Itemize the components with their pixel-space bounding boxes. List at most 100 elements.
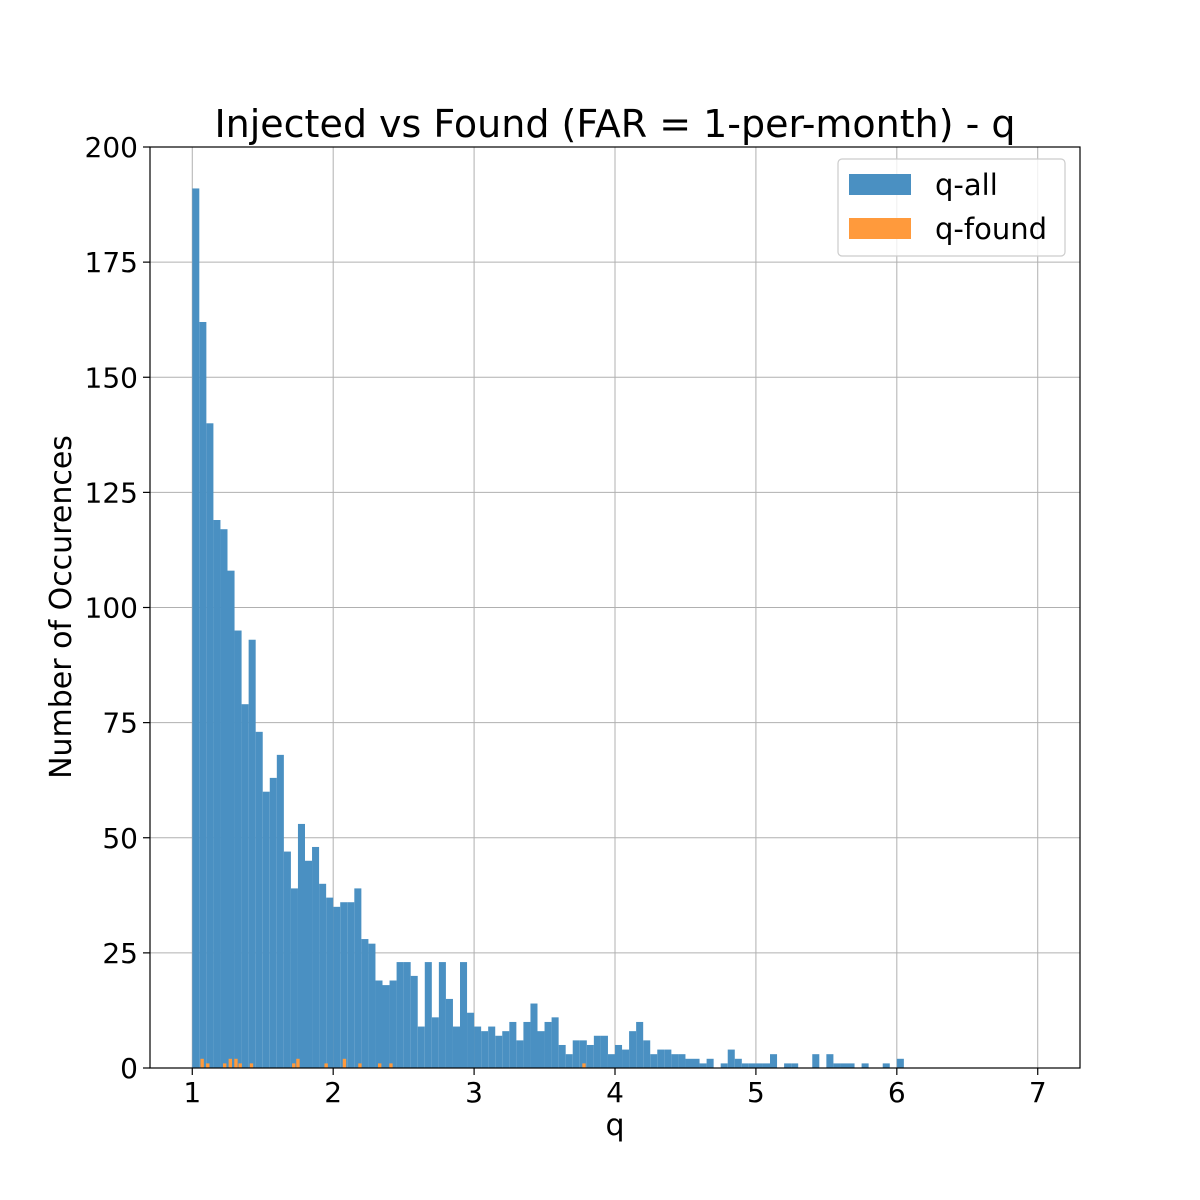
bar-q-all xyxy=(269,777,277,1068)
bar-q-all xyxy=(474,1026,482,1068)
bar-q-all xyxy=(833,1063,841,1068)
bar-q-all xyxy=(643,1040,651,1068)
bar-q-all xyxy=(741,1063,749,1068)
bar-q-all xyxy=(770,1054,778,1068)
bar-q-all xyxy=(241,704,249,1068)
bar-q-all xyxy=(431,1017,439,1068)
bar-q-all xyxy=(685,1058,693,1068)
bar-q-all xyxy=(896,1058,904,1068)
bar-q-all xyxy=(502,1031,510,1068)
bar-q-all xyxy=(481,1031,489,1068)
bar-q-all xyxy=(572,1040,580,1068)
y-tick-label: 50 xyxy=(102,822,138,855)
bar-q-all xyxy=(276,754,284,1068)
bar-q-all xyxy=(537,1031,545,1068)
bar-q-all xyxy=(424,962,432,1068)
bar-q-all xyxy=(678,1054,686,1068)
bar-q-all xyxy=(227,570,235,1068)
bar-q-all xyxy=(262,791,270,1068)
bar-q-all xyxy=(389,980,397,1068)
y-tick-label: 150 xyxy=(85,361,138,394)
x-tick-label: 4 xyxy=(606,1076,624,1109)
bar-q-all xyxy=(255,731,263,1068)
bar-q-all xyxy=(671,1054,679,1068)
bar-q-all xyxy=(600,1035,608,1068)
bar-q-found xyxy=(377,1063,382,1068)
legend: q-all q-found xyxy=(837,158,1066,257)
bar-q-all xyxy=(283,851,291,1068)
bar-q-found xyxy=(228,1058,233,1068)
x-tick-label: 7 xyxy=(1029,1076,1047,1109)
bar-q-all xyxy=(297,823,305,1068)
x-tick-label: 3 xyxy=(465,1076,483,1109)
x-tick-label: 6 xyxy=(888,1076,906,1109)
bar-q-all xyxy=(460,962,468,1068)
bar-q-all xyxy=(650,1054,658,1068)
bar-q-all xyxy=(382,985,390,1068)
bar-q-all xyxy=(410,975,418,1068)
bar-q-all xyxy=(699,1063,707,1068)
bar-q-all xyxy=(636,1021,644,1068)
bar-q-all xyxy=(417,1026,425,1068)
bar-q-all xyxy=(192,188,200,1068)
bar-q-all xyxy=(396,962,404,1068)
bar-q-all xyxy=(784,1063,792,1068)
x-axis-label: q xyxy=(605,1108,624,1143)
bar-q-all xyxy=(248,639,256,1068)
legend-swatch-q-found xyxy=(849,218,911,239)
bar-q-all xyxy=(692,1058,700,1068)
bar-q-found xyxy=(358,1063,362,1068)
bar-q-all xyxy=(586,1044,594,1068)
bar-q-all xyxy=(629,1031,637,1068)
bar-q-all xyxy=(467,1012,475,1068)
bar-q-all xyxy=(657,1049,665,1068)
bar-q-all xyxy=(558,1044,566,1068)
bar-q-all xyxy=(234,630,242,1068)
bar-q-all xyxy=(347,902,355,1068)
bar-q-all xyxy=(551,1017,559,1068)
y-tick-label: 100 xyxy=(85,592,138,625)
bar-q-all xyxy=(368,943,376,1068)
bar-q-all xyxy=(755,1063,763,1068)
bar-q-all xyxy=(213,520,221,1068)
bar-q-all xyxy=(488,1026,496,1068)
bar-q-all xyxy=(579,1040,587,1068)
bar-q-all xyxy=(544,1021,552,1068)
bar-q-all xyxy=(847,1063,855,1068)
bar-q-all xyxy=(530,1003,538,1068)
bar-q-all xyxy=(607,1054,615,1068)
bar-q-all xyxy=(445,998,453,1068)
bar-q-all xyxy=(495,1035,503,1068)
bar-q-found xyxy=(222,1063,227,1068)
chart-title: Injected vs Found (FAR = 1-per-month) - … xyxy=(214,102,1015,146)
bar-q-all xyxy=(312,846,320,1068)
x-tick-label: 1 xyxy=(183,1076,201,1109)
legend-label-q-all: q-all xyxy=(935,168,998,202)
bar-q-found xyxy=(324,1063,328,1068)
bar-q-found xyxy=(296,1058,300,1068)
bar-q-all xyxy=(727,1049,735,1068)
x-tick-label: 5 xyxy=(747,1076,765,1109)
series-q-found-bars xyxy=(200,1058,586,1068)
bar-q-found xyxy=(292,1063,296,1068)
bar-q-all xyxy=(720,1063,728,1068)
bar-q-all xyxy=(206,423,214,1068)
series-q-all-bars xyxy=(192,188,904,1068)
y-axis-ticks: 0 25 50 75 100 125 150 175 200 xyxy=(85,131,150,1085)
bar-q-all xyxy=(762,1063,770,1068)
bar-q-all xyxy=(593,1035,601,1068)
bar-q-all xyxy=(861,1063,869,1068)
y-tick-label: 125 xyxy=(85,476,138,509)
bar-q-all xyxy=(791,1063,799,1068)
y-tick-label: 75 xyxy=(102,707,138,740)
bar-q-all xyxy=(664,1049,672,1068)
bar-q-all xyxy=(734,1058,742,1068)
bar-q-all xyxy=(375,980,383,1068)
y-axis-label: Number of Occurences xyxy=(44,435,79,779)
bar-q-all xyxy=(361,939,369,1068)
bar-q-all xyxy=(840,1063,848,1068)
x-tick-label: 2 xyxy=(324,1076,342,1109)
bar-q-found xyxy=(249,1063,254,1068)
bar-q-all xyxy=(305,860,313,1068)
